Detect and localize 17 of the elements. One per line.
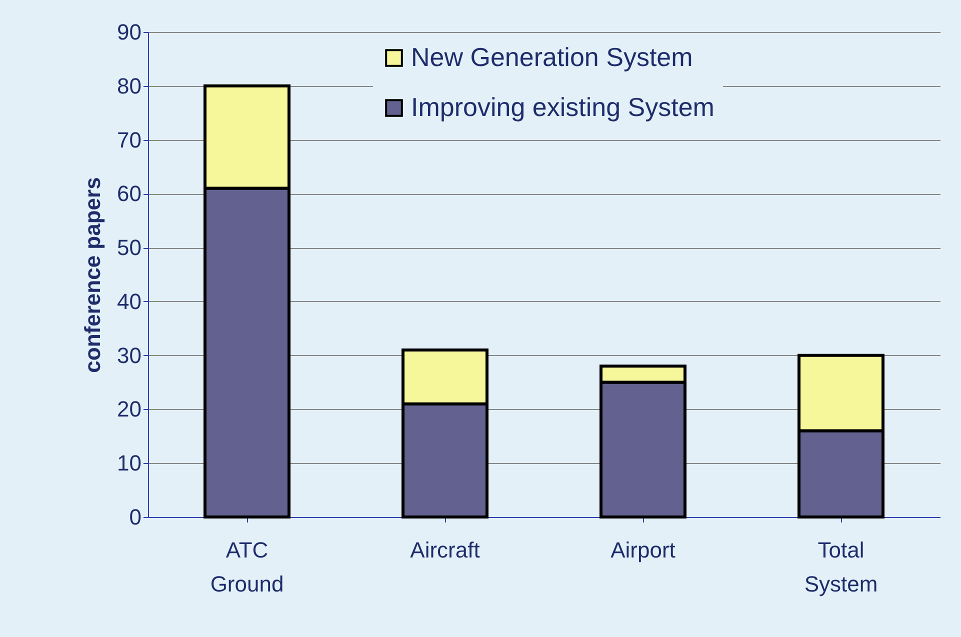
- y-tick-label: 60: [117, 181, 142, 206]
- legend-label: New Generation System: [411, 42, 693, 72]
- y-axis-title: conference papers: [80, 177, 106, 373]
- legend-label: Improving existing System: [411, 92, 714, 122]
- y-tick-label: 10: [117, 450, 142, 476]
- y-tick-label: 40: [117, 288, 142, 314]
- y-tick-label: 90: [117, 20, 142, 44]
- y-tick-label: 80: [117, 73, 142, 98]
- x-tick-label: ATC Ground: [210, 538, 284, 596]
- y-tick-label: 50: [117, 235, 142, 260]
- x-tick-label: Airport: [610, 538, 676, 562]
- y-tick-label: 30: [117, 342, 142, 368]
- y-tick-label: 0: [129, 504, 142, 530]
- y-tick-label: 20: [117, 396, 142, 422]
- y-tick-label: 70: [117, 127, 142, 152]
- x-tick-label: Aircraft: [410, 538, 480, 562]
- x-tick-label: Total System: [804, 538, 878, 596]
